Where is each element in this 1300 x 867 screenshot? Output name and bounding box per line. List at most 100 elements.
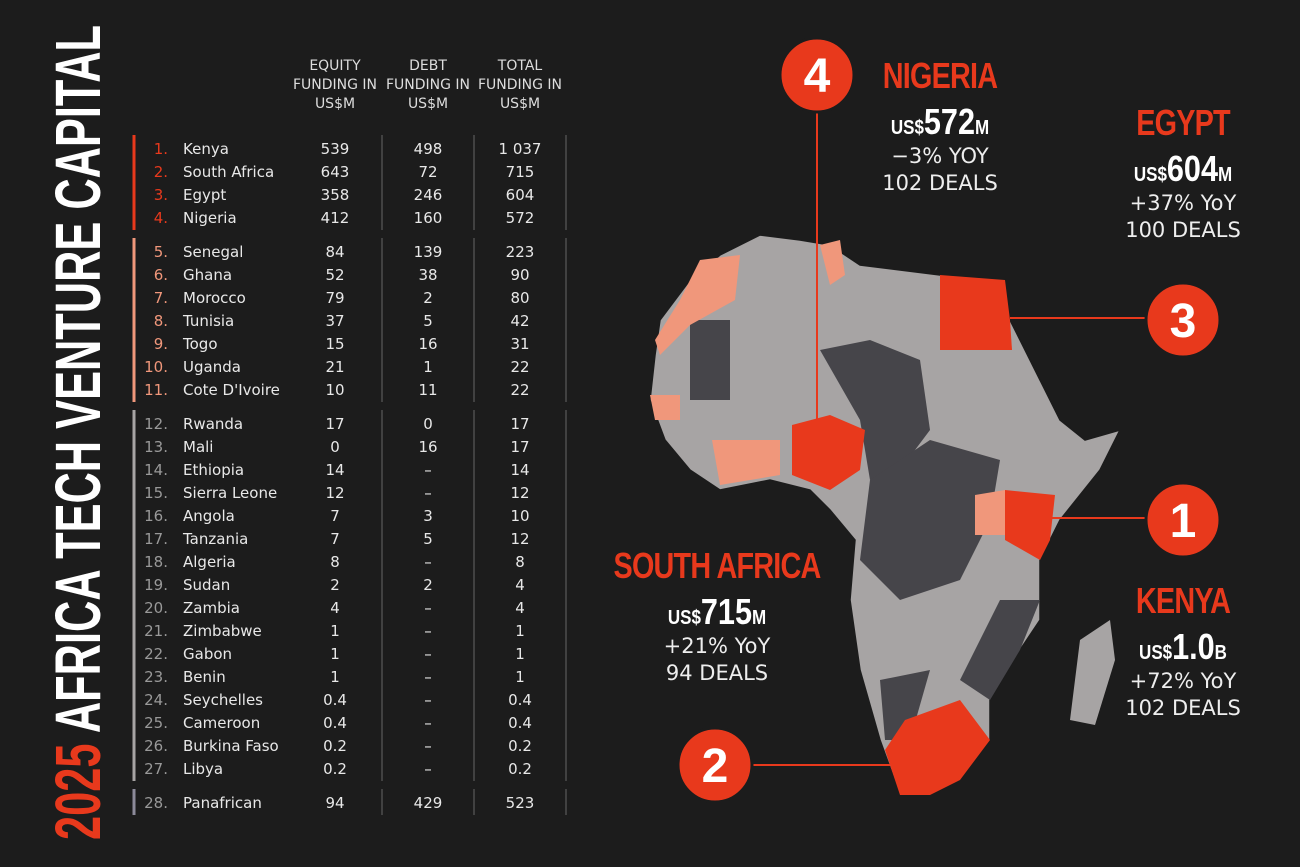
rank: 21. — [144, 622, 168, 640]
callout-circle — [1144, 281, 1222, 359]
region — [690, 320, 730, 400]
rank: 17. — [144, 530, 168, 548]
callout: NIGERIA US$572M −3% YOY 102 DEALS — [810, 55, 1070, 197]
cell-value: 1 — [515, 668, 525, 686]
rank: 16. — [144, 507, 168, 525]
cell-value: 715 — [505, 163, 535, 181]
column-header: TOTAL FUNDING IN US$M — [477, 58, 563, 112]
rank: 11. — [144, 381, 168, 399]
callout-number: 2 — [702, 740, 729, 793]
amount: 572 — [923, 101, 975, 142]
country: Burkina Faso — [183, 737, 279, 755]
rank: 5. — [153, 243, 168, 261]
rank: 28. — [144, 794, 168, 812]
cell-value: 14 — [510, 461, 530, 479]
cell-value: 0.2 — [323, 760, 347, 778]
amount: 604 — [1166, 148, 1218, 189]
rank: 18. — [144, 553, 168, 571]
cell-value: 4 — [515, 576, 525, 594]
region — [712, 440, 780, 485]
country: Tunisia — [183, 312, 235, 330]
rank: 1. — [153, 140, 168, 158]
cell-value: 16 — [418, 335, 438, 353]
cell-value: – — [424, 553, 432, 571]
rank: 26. — [144, 737, 168, 755]
rank: 8. — [153, 312, 168, 330]
cell-value: 2 — [423, 289, 433, 307]
cell-value: 5 — [423, 312, 433, 330]
country: Angola — [183, 507, 235, 525]
callout: SOUTH AFRICA US$715M +21% YoY 94 DEALS — [587, 545, 847, 687]
unit: B — [1214, 642, 1227, 664]
callout-name: SOUTH AFRICA — [613, 545, 822, 586]
callout-number: 3 — [1170, 295, 1197, 348]
currency: US$ — [1133, 164, 1167, 186]
country: Panafrican — [183, 794, 262, 812]
country: South Africa — [183, 163, 275, 181]
callout-amount: US$604M — [1073, 148, 1294, 190]
column-header: EQUITY FUNDING IN US$M — [292, 58, 378, 112]
cell-value: 17 — [510, 415, 530, 433]
rank: 4. — [153, 209, 168, 227]
rank: 6. — [153, 266, 168, 284]
cell-value: – — [424, 622, 432, 640]
cell-value: 22 — [510, 358, 530, 376]
callout-name: NIGERIA — [882, 55, 998, 96]
country: Kenya — [183, 140, 229, 158]
cell-value: 11 — [418, 381, 438, 399]
rank: 27. — [144, 760, 168, 778]
country: Cote D'Ivoire — [183, 381, 280, 399]
unit: M — [1217, 164, 1233, 186]
cell-value: – — [424, 461, 432, 479]
title: 2025 AFRICA TECH VENTURE CAPITAL — [42, 25, 114, 840]
cell-value: 22 — [510, 381, 530, 399]
cell-value: 643 — [320, 163, 350, 181]
cell-value: 412 — [320, 209, 350, 227]
cell-value: 3 — [423, 507, 433, 525]
cell-value: – — [424, 599, 432, 617]
cell-value: 0.2 — [323, 737, 347, 755]
cell-value: 1 — [423, 358, 433, 376]
cell-value: 21 — [325, 358, 345, 376]
currency: US$ — [890, 117, 924, 139]
callout-deals: 102 DEALS — [882, 171, 998, 195]
cell-value: 1 — [330, 622, 340, 640]
cell-value: 94 — [325, 794, 345, 812]
cell-value: 2 — [330, 576, 340, 594]
cell-value: 1 — [515, 645, 525, 663]
rank: 19. — [144, 576, 168, 594]
region — [860, 440, 1000, 600]
unit: M — [974, 117, 990, 139]
cell-value: 7 — [330, 507, 340, 525]
cell-value: 604 — [505, 186, 535, 204]
callout-change: +37% YoY — [1129, 191, 1237, 215]
cell-value: – — [424, 484, 432, 502]
cell-value: 223 — [505, 243, 535, 261]
rank: 13. — [144, 438, 168, 456]
africa-map — [649, 234, 1122, 796]
callout: KENYA US$1.0B +72% YoY 102 DEALS — [1053, 580, 1300, 722]
callout-change: +72% YoY — [1129, 669, 1237, 693]
cell-value: 8 — [515, 553, 525, 571]
cell-value: – — [424, 691, 432, 709]
cell-value: 0.4 — [323, 691, 347, 709]
cell-value: 1 — [330, 645, 340, 663]
callout-amount: US$1.0B — [1073, 626, 1294, 668]
callout-deals: 94 DEALS — [665, 661, 769, 685]
madagascar — [1070, 620, 1115, 725]
country: Morocco — [183, 289, 246, 307]
cell-value: 1 037 — [498, 140, 542, 158]
region — [650, 395, 680, 420]
country: Uganda — [183, 358, 241, 376]
country: Tanzania — [183, 530, 249, 548]
cell-value: 0.4 — [508, 714, 532, 732]
country: Sierra Leone — [183, 484, 278, 502]
kenya — [1005, 490, 1055, 560]
country: Egypt — [183, 186, 227, 204]
cell-value: – — [424, 645, 432, 663]
rank: 15. — [144, 484, 168, 502]
region — [880, 670, 930, 740]
cell-value: – — [424, 714, 432, 732]
country: Seychelles — [183, 691, 263, 709]
